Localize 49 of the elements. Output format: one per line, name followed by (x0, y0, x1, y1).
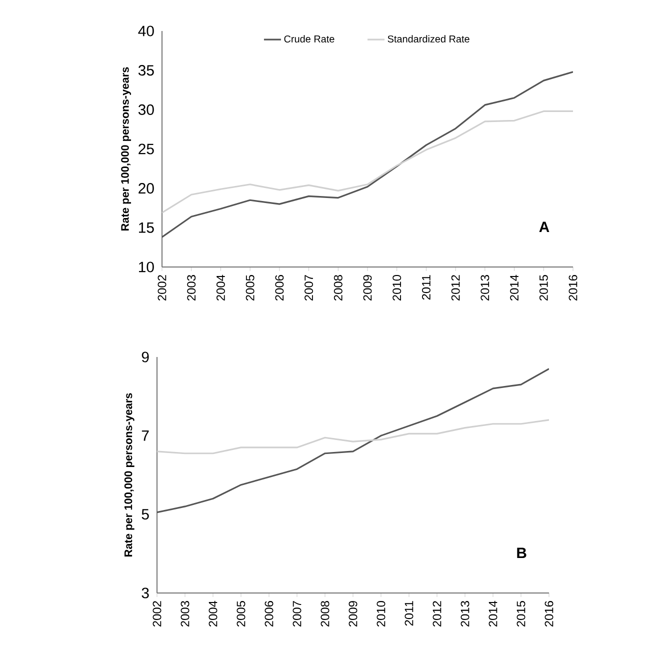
x-tick-label: 2012 (432, 601, 442, 627)
line-series (162, 71, 574, 238)
y-axis-title: Rate per 100,000 persons-years (124, 393, 134, 557)
x-tick-label: 2013 (460, 601, 470, 627)
y-tick-label: 15 (139, 222, 154, 233)
x-tick-label: 2004 (208, 600, 218, 627)
y-tick-label: 5 (142, 509, 149, 520)
y-tick-label: 35 (138, 65, 154, 76)
x-tick-label: 2015 (539, 275, 548, 301)
legend-label: Crude Rate (284, 35, 334, 42)
x-tick-label: 2011 (404, 601, 414, 626)
y-tick-label: 25 (138, 144, 154, 154)
x-tick-label: 2005 (246, 275, 254, 301)
y-tick-label: 10 (139, 262, 154, 272)
x-tick-label: 2009 (348, 601, 358, 627)
y-tick-label: 30 (138, 104, 154, 115)
x-tick-label: 2008 (320, 601, 330, 627)
x-tick-label: 2006 (275, 275, 284, 301)
x-tick-label: 2014 (510, 274, 519, 301)
x-tick-label: 2003 (180, 601, 190, 627)
x-tick-label: 2016 (568, 275, 578, 301)
x-tick-label: 2008 (334, 275, 342, 301)
x-tick-label: 2010 (392, 274, 402, 301)
y-tick-label: 7 (142, 430, 149, 441)
x-tick-label: 2016 (544, 601, 554, 627)
annotation: A (539, 222, 550, 232)
legend-label: Standardized Rate (388, 35, 470, 42)
x-tick-label: 2007 (304, 275, 314, 301)
x-tick-label: 2014 (488, 600, 498, 627)
x-tick-label: 2004 (216, 274, 225, 301)
y-tick-label: 9 (142, 352, 149, 362)
x-tick-label: 2007 (292, 601, 302, 627)
x-tick-label: 2010 (376, 600, 386, 627)
y-axis-title: Rate per 100,000 persons-years (121, 67, 132, 230)
x-tick-label: 2012 (451, 275, 460, 301)
line-series (162, 110, 574, 214)
x-tick-label: 2003 (187, 275, 196, 301)
y-tick-label: 20 (138, 183, 154, 194)
x-tick-label: 2006 (264, 601, 274, 627)
x-tick-label: 2002 (158, 275, 166, 301)
x-tick-label: 2011 (422, 275, 430, 300)
y-tick-label: 40 (138, 26, 154, 36)
annotation: B (517, 548, 526, 558)
x-tick-label: 2005 (236, 601, 246, 627)
x-tick-label: 2002 (152, 601, 162, 627)
x-tick-label: 2013 (480, 275, 490, 301)
x-tick-label: 2015 (516, 601, 526, 627)
y-tick-label: 3 (142, 588, 149, 598)
x-tick-label: 2009 (363, 275, 372, 301)
